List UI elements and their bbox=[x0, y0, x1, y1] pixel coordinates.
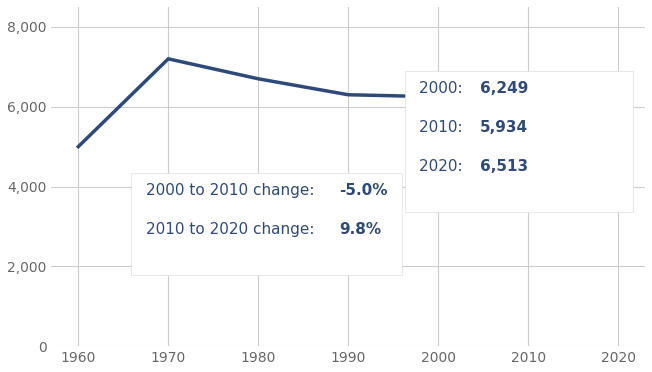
Text: 2000 to 2010 change:: 2000 to 2010 change: bbox=[146, 183, 319, 198]
Text: 2010:: 2010: bbox=[419, 120, 468, 135]
FancyBboxPatch shape bbox=[405, 71, 633, 212]
Text: -5.0%: -5.0% bbox=[340, 183, 388, 198]
Text: 6,513: 6,513 bbox=[480, 159, 528, 174]
Text: 9.8%: 9.8% bbox=[340, 222, 381, 237]
Text: 2000:: 2000: bbox=[419, 81, 468, 96]
Text: 6,249: 6,249 bbox=[480, 81, 528, 96]
Text: 2010 to 2020 change:: 2010 to 2020 change: bbox=[146, 222, 319, 237]
Text: 2020:: 2020: bbox=[419, 159, 468, 174]
Text: 5,934: 5,934 bbox=[480, 120, 528, 135]
FancyBboxPatch shape bbox=[132, 173, 402, 275]
